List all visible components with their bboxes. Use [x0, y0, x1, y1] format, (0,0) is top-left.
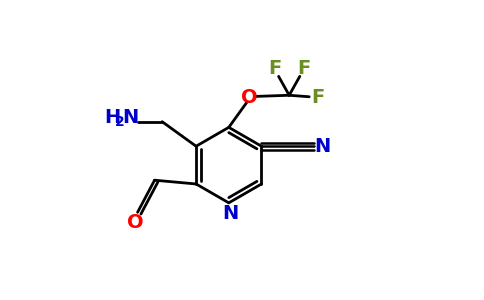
Text: 2: 2: [115, 116, 124, 129]
Text: F: F: [297, 58, 310, 78]
Text: H: H: [104, 108, 120, 128]
Text: O: O: [127, 213, 144, 232]
Text: N: N: [315, 137, 331, 156]
Text: O: O: [241, 88, 258, 107]
Text: F: F: [268, 58, 282, 78]
Text: N: N: [223, 204, 239, 223]
Text: N: N: [122, 108, 138, 128]
Text: F: F: [311, 88, 324, 107]
